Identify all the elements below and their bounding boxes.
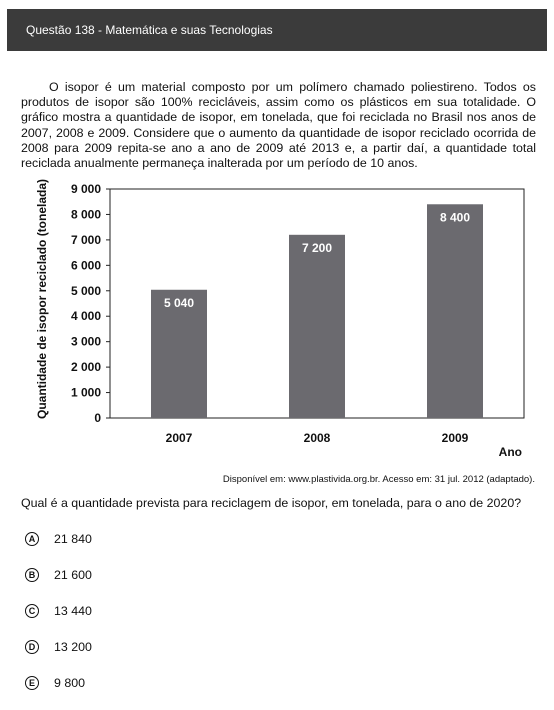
option-b[interactable]: B 21 600 [21, 566, 92, 584]
option-text: 21 840 [54, 532, 92, 546]
option-text: 21 600 [54, 568, 92, 582]
y-tick-label: 1 000 [71, 386, 101, 400]
option-text: 13 200 [54, 640, 92, 654]
recycling-bar-chart: Quantidade de isopor reciclado (tonelada… [35, 179, 525, 459]
option-d[interactable]: D 13 200 [21, 638, 92, 656]
option-letter: C [25, 604, 39, 618]
bar-value-label: 7 200 [302, 241, 332, 255]
bar-2008 [289, 234, 345, 418]
option-letter: D [25, 640, 39, 654]
y-axis-label: Quantidade de isopor reciclado (tonelada… [35, 179, 49, 419]
y-tick-label: 3 000 [71, 335, 101, 349]
x-tick-label: 2008 [304, 431, 331, 445]
option-letter: B [25, 568, 39, 582]
y-tick-label: 5 000 [71, 284, 101, 298]
y-tick-label: 9 000 [71, 182, 101, 196]
y-tick-label: 8 000 [71, 207, 101, 221]
option-text: 9 800 [54, 676, 86, 690]
option-text: 13 440 [54, 604, 92, 618]
question-header: Questão 138 - Matemática e suas Tecnolog… [7, 9, 547, 51]
chart-bars: 5 040 2007 7 200 2008 8 400 2009 [151, 204, 483, 445]
y-tick-label: 6 000 [71, 258, 101, 272]
y-tick-label: 0 [94, 411, 101, 425]
bar-value-label: 8 400 [440, 210, 470, 224]
bar-2009 [427, 204, 483, 418]
option-a[interactable]: A 21 840 [21, 530, 92, 548]
x-tick-label: 2007 [166, 431, 193, 445]
option-letter: E [25, 676, 39, 690]
y-tick-label: 7 000 [71, 233, 101, 247]
x-axis-label: Ano [499, 445, 522, 459]
bar-2007 [151, 289, 207, 418]
option-letter: A [25, 532, 39, 546]
source-citation: Disponível em: www.plastivida.org.br. Ac… [222, 474, 535, 485]
y-tick-label: 2 000 [71, 360, 101, 374]
y-tick-label: 4 000 [71, 309, 101, 323]
bar-value-label: 5 040 [164, 296, 194, 310]
question-title: Questão 138 - Matemática e suas Tecnolog… [26, 23, 273, 37]
answer-options: A 21 840 B 21 600 C 13 440 D 13 200 E 9 … [21, 530, 92, 710]
question-intro-text: O isopor é um material composto por um p… [21, 80, 536, 171]
option-e[interactable]: E 9 800 [21, 674, 92, 692]
option-c[interactable]: C 13 440 [21, 602, 92, 620]
x-tick-label: 2009 [442, 431, 469, 445]
question-prompt: Qual é a quantidade prevista para recicl… [21, 496, 522, 510]
